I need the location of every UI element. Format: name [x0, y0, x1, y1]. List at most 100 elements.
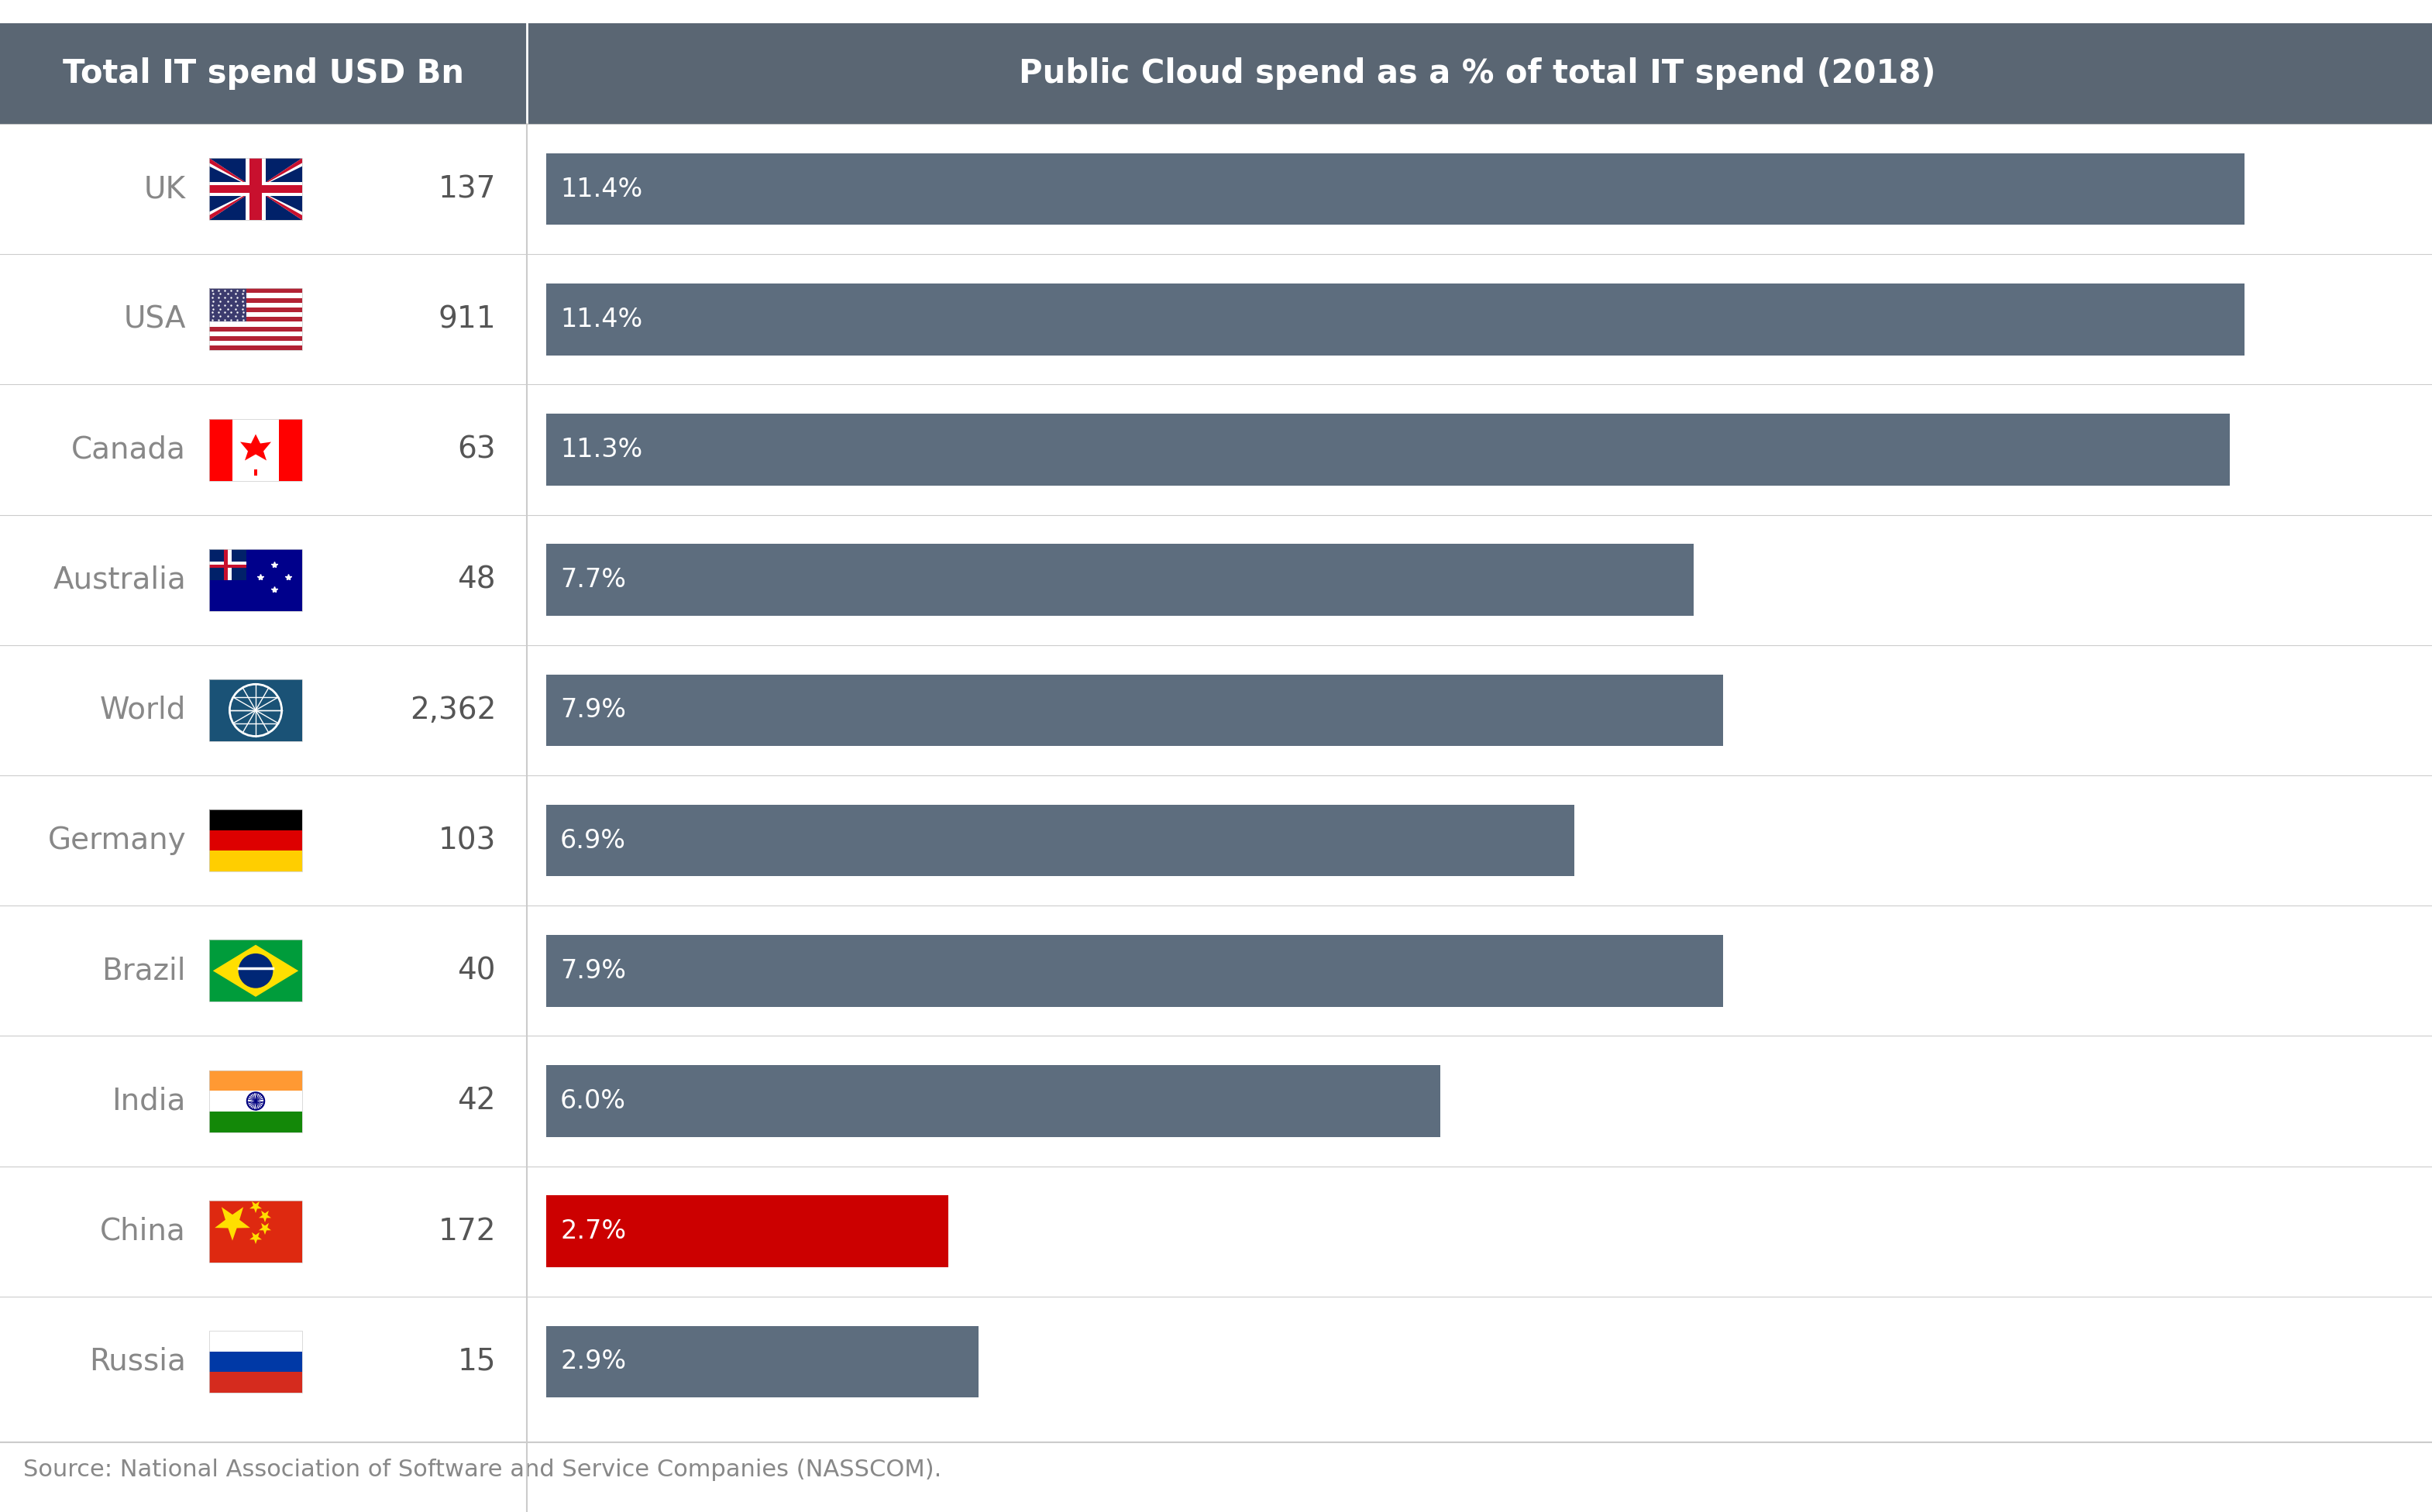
Bar — [209, 940, 302, 1002]
Bar — [209, 289, 302, 351]
Text: 911: 911 — [438, 304, 496, 334]
Polygon shape — [214, 945, 299, 996]
Polygon shape — [209, 159, 302, 221]
Polygon shape — [258, 1223, 270, 1235]
Bar — [209, 307, 302, 311]
Bar — [209, 940, 302, 1002]
Bar — [209, 1331, 302, 1393]
Bar — [209, 809, 302, 871]
Bar — [209, 679, 302, 741]
Text: 11.4%: 11.4% — [559, 177, 642, 203]
Bar — [209, 318, 302, 322]
Bar — [209, 1111, 302, 1132]
Bar — [209, 159, 302, 221]
Text: Public Cloud spend as a % of total IT spend (2018): Public Cloud spend as a % of total IT sp… — [1019, 57, 1936, 89]
Bar — [547, 804, 1574, 877]
Bar — [209, 549, 246, 581]
Bar — [224, 549, 231, 581]
Bar — [209, 419, 302, 481]
Polygon shape — [258, 1211, 270, 1222]
Text: 6.9%: 6.9% — [559, 827, 625, 853]
Bar — [209, 549, 302, 611]
Polygon shape — [214, 1207, 250, 1241]
Bar — [547, 414, 2230, 485]
Bar — [233, 419, 280, 481]
Bar — [209, 289, 302, 351]
Text: UK: UK — [143, 174, 185, 204]
Text: 15: 15 — [457, 1347, 496, 1376]
Text: 11.3%: 11.3% — [559, 437, 642, 463]
Text: 7.7%: 7.7% — [559, 567, 625, 593]
Text: 7.9%: 7.9% — [559, 697, 625, 723]
Bar — [246, 159, 265, 221]
Bar — [209, 549, 302, 611]
Text: India: India — [112, 1086, 185, 1116]
Text: Total IT spend USD Bn: Total IT spend USD Bn — [63, 57, 465, 89]
Bar — [209, 809, 302, 830]
Text: Brazil: Brazil — [102, 956, 185, 986]
Bar — [547, 934, 1724, 1007]
Bar — [209, 679, 302, 741]
Text: 2.7%: 2.7% — [559, 1219, 625, 1244]
Text: Source: National Association of Software and Service Companies (NASSCOM).: Source: National Association of Software… — [24, 1458, 941, 1480]
Polygon shape — [250, 1202, 263, 1213]
Bar — [209, 183, 302, 197]
Bar — [250, 159, 263, 221]
Bar — [209, 1331, 302, 1352]
Polygon shape — [209, 159, 302, 221]
Text: 6.0%: 6.0% — [559, 1089, 625, 1114]
Polygon shape — [250, 1232, 263, 1244]
Bar — [209, 289, 302, 293]
Text: 11.4%: 11.4% — [559, 307, 642, 333]
Bar — [209, 564, 246, 567]
Bar — [209, 184, 302, 194]
Text: Germany: Germany — [49, 826, 185, 856]
Text: Canada: Canada — [71, 435, 185, 464]
Bar — [209, 1070, 302, 1132]
Bar — [209, 851, 302, 871]
Bar — [547, 1326, 978, 1397]
Bar — [209, 1090, 302, 1111]
Bar — [224, 549, 229, 581]
Text: 172: 172 — [438, 1217, 496, 1246]
Bar — [547, 1066, 1440, 1137]
Bar — [209, 336, 302, 340]
Bar — [209, 1070, 302, 1090]
Bar — [209, 419, 233, 481]
Bar — [0, 23, 528, 124]
Text: 137: 137 — [438, 174, 496, 204]
Text: 7.9%: 7.9% — [559, 959, 625, 984]
Bar — [528, 23, 2432, 124]
Bar — [547, 1196, 948, 1267]
Text: World: World — [100, 696, 185, 724]
Bar — [209, 561, 246, 567]
Text: 2,362: 2,362 — [409, 696, 496, 724]
Bar — [547, 284, 2245, 355]
Bar — [255, 470, 258, 476]
Polygon shape — [209, 159, 302, 221]
Bar — [547, 544, 1693, 615]
Bar — [280, 419, 302, 481]
Text: China: China — [100, 1217, 185, 1246]
Bar — [547, 153, 2245, 225]
Bar — [547, 674, 1724, 745]
Circle shape — [229, 685, 282, 736]
Bar — [209, 159, 302, 221]
Text: 48: 48 — [457, 565, 496, 594]
Bar — [209, 1371, 302, 1393]
Bar — [209, 298, 302, 302]
Text: 63: 63 — [457, 435, 496, 464]
Text: 42: 42 — [457, 1086, 496, 1116]
Bar — [209, 1201, 302, 1263]
Bar — [209, 327, 302, 331]
Text: Australia: Australia — [54, 565, 185, 594]
Text: 103: 103 — [438, 826, 496, 856]
Text: 40: 40 — [457, 956, 496, 986]
Bar — [209, 289, 246, 322]
Text: 2.9%: 2.9% — [559, 1349, 625, 1374]
Polygon shape — [241, 434, 272, 461]
Bar — [209, 346, 302, 351]
Text: USA: USA — [124, 304, 185, 334]
Bar — [209, 830, 302, 851]
Circle shape — [238, 954, 272, 989]
